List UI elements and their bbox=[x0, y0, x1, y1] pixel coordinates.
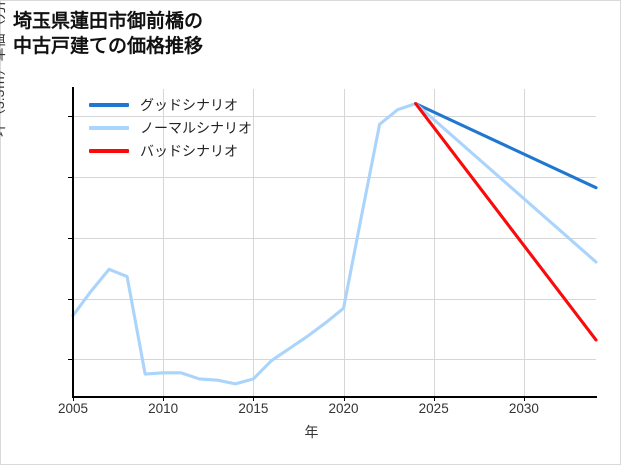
y-tick-mark bbox=[68, 176, 73, 178]
plot-background bbox=[73, 89, 596, 396]
legend-item-normal: ノーマルシナリオ bbox=[89, 116, 252, 139]
x-tick-label: 2005 bbox=[57, 401, 89, 416]
series-line-history bbox=[71, 102, 418, 386]
gridline-vertical bbox=[253, 89, 255, 396]
legend-item-good: グッドシナリオ bbox=[89, 93, 252, 116]
x-tick-label: 2010 bbox=[148, 401, 179, 416]
y-axis-spine bbox=[72, 87, 74, 398]
gridline-horizontal bbox=[73, 237, 596, 239]
series-line-good bbox=[414, 102, 598, 190]
legend-label-good: グッドシナリオ bbox=[140, 96, 238, 113]
series-line-bad bbox=[414, 102, 598, 342]
x-tick-mark bbox=[163, 396, 165, 401]
x-tick-mark bbox=[523, 396, 525, 401]
legend-swatch-normal bbox=[89, 125, 129, 130]
x-tick-label: 2030 bbox=[508, 401, 539, 416]
y-tick-mark bbox=[68, 115, 73, 117]
gridline-horizontal bbox=[73, 115, 596, 117]
x-tick-mark bbox=[433, 396, 435, 401]
legend-item-bad: バッドシナリオ bbox=[89, 139, 252, 162]
x-axis-label: 年 bbox=[304, 424, 319, 440]
x-tick-label: 2020 bbox=[328, 401, 359, 416]
x-tick-mark bbox=[73, 396, 74, 401]
x-tick-label: 2015 bbox=[238, 401, 269, 416]
x-axis-spine bbox=[72, 396, 597, 398]
gridline-horizontal bbox=[73, 359, 596, 361]
plot-area bbox=[71, 89, 598, 396]
y-axis-label: 坪（3.3㎡）単価（万円） bbox=[0, 0, 7, 137]
x-tick-mark bbox=[253, 396, 255, 401]
gridline-vertical bbox=[433, 89, 435, 396]
data-lines bbox=[71, 102, 598, 386]
legend-label-bad: バッドシナリオ bbox=[140, 142, 238, 159]
y-tick-mark bbox=[68, 298, 73, 300]
x-tick-label: 2025 bbox=[418, 401, 449, 416]
legend-label-normal: ノーマルシナリオ bbox=[140, 119, 252, 136]
gridline-horizontal bbox=[73, 298, 596, 300]
chart-title: 埼玉県蓮田市御前橋の 中古戸建ての価格推移 bbox=[13, 11, 204, 58]
gridline-vertical bbox=[163, 89, 165, 396]
y-tick-mark bbox=[68, 237, 73, 239]
series-line-normal bbox=[414, 102, 598, 264]
gridline-vertical bbox=[523, 89, 525, 396]
gridline-vertical bbox=[343, 89, 345, 396]
chart-legend: グッドシナリオ ノーマルシナリオ バッドシナリオ bbox=[89, 93, 252, 162]
y-tick-mark bbox=[68, 359, 73, 361]
gridline-horizontal bbox=[73, 176, 596, 178]
x-tick-mark bbox=[343, 396, 345, 401]
legend-swatch-bad bbox=[89, 148, 129, 153]
legend-swatch-good bbox=[89, 102, 129, 107]
